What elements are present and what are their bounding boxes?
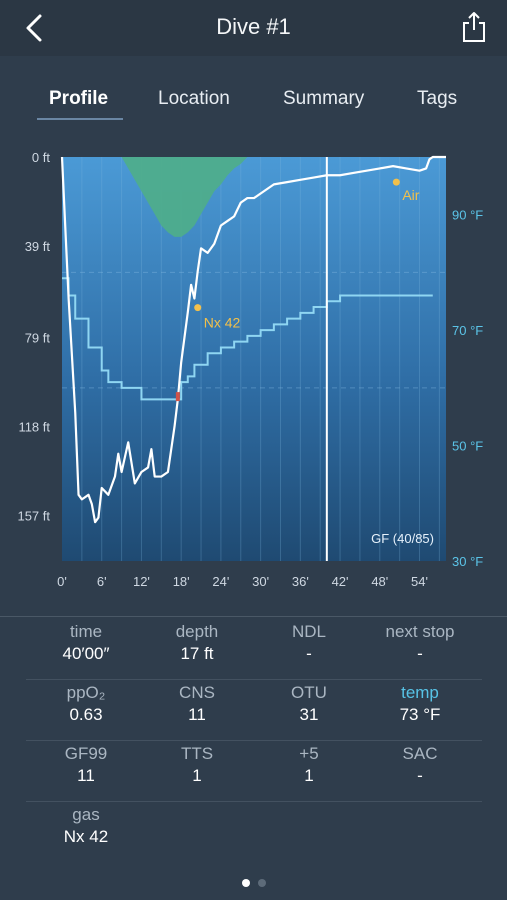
stat-gf99[interactable]: GF99 11 — [31, 744, 141, 786]
stat-next-stop[interactable]: next stop - — [365, 622, 475, 664]
time-tick-label: 18' — [173, 574, 190, 589]
gas-marker-dot — [392, 178, 400, 186]
stat--5[interactable]: +5 1 — [254, 744, 364, 786]
gas-marker-dot — [194, 304, 202, 312]
stat-label: GF99 — [64, 744, 108, 763]
depth-tick-label: 39 ft — [25, 239, 51, 254]
stat-otu[interactable]: OTU 31 — [254, 683, 364, 725]
stats-row: gas Nx 42 — [26, 805, 482, 865]
stat-value: 1 — [304, 766, 314, 785]
depth-tick-label: 118 ft — [18, 419, 50, 434]
stat-value: 17 ft — [180, 644, 214, 663]
stat-label: time — [69, 622, 103, 641]
stat-value: 73 °F — [399, 705, 441, 724]
depth-tick-label: 157 ft — [17, 508, 50, 523]
stat-label: temp — [401, 683, 439, 702]
stats-row: time 40′00″ depth 17 ft NDL - next stop - — [26, 622, 482, 682]
dive-profile-chart[interactable]: Nx 42 Air GF (40/85) 0 ft 39 ft 79 ft 118 ft 15… — [0, 140, 507, 610]
stat-value: 0.63 — [69, 705, 103, 724]
chart-plot-area — [62, 157, 446, 561]
stat-value: 31 — [299, 705, 319, 724]
temp-tick-label: 30 °F — [452, 554, 483, 569]
tab-profile[interactable]: Profile — [49, 88, 109, 109]
temp-tick-label: 90 °F — [452, 208, 483, 223]
stats-row-divider — [26, 740, 482, 741]
stats-row-divider — [26, 679, 482, 680]
tab-tags[interactable]: Tags — [417, 88, 458, 109]
page-title: Dive #1 — [216, 14, 291, 39]
gas-marker-label: Nx 42 — [204, 315, 241, 331]
temp-tick-label: 50 °F — [452, 439, 483, 454]
chevron-left-icon[interactable] — [20, 12, 48, 44]
stat-value: 11 — [77, 766, 95, 785]
stat-temp[interactable]: temp 73 °F — [365, 683, 475, 725]
stat-label: next stop — [385, 622, 455, 641]
tab-location[interactable]: Location — [158, 88, 230, 109]
stat-label: SAC — [402, 744, 438, 763]
stat-ppo-[interactable]: ppO₂ 0.63 — [31, 683, 141, 725]
gas-switch-tick — [175, 392, 180, 402]
stat-label: NDL — [291, 622, 326, 641]
depth-profile-line — [60, 155, 446, 524]
stat-depth[interactable]: depth 17 ft — [142, 622, 252, 664]
stat-value: 11 — [188, 705, 206, 724]
divider — [0, 616, 507, 617]
time-tick-label: 24' — [212, 574, 229, 589]
tab-summary[interactable]: Summary — [283, 88, 365, 109]
stat-value: 1 — [192, 766, 202, 785]
stat-value: Nx 42 — [63, 827, 109, 846]
time-tick-label: 42' — [332, 574, 349, 589]
stat-label: +5 — [299, 744, 319, 763]
stat-label: OTU — [291, 683, 327, 702]
active-tab-indicator — [37, 118, 123, 120]
stat-value: 40′00″ — [62, 644, 110, 663]
tab-bar: Profile Location Summary Tags — [0, 88, 507, 122]
depth-tick-label: 79 ft — [25, 330, 51, 345]
ceiling-area — [121, 157, 248, 237]
gradient-factor-label: GF (40/85) — [371, 531, 434, 546]
time-tick-label: 12' — [133, 574, 150, 589]
time-tick-label: 48' — [371, 574, 388, 589]
gas-marker-label: Air — [402, 187, 419, 203]
top-bar: Dive #1 — [0, 0, 507, 56]
time-tick-label: 0' — [57, 574, 67, 589]
stat-label: TTS — [180, 744, 214, 763]
stat-sac[interactable]: SAC - — [365, 744, 475, 786]
stat-value: - — [306, 644, 312, 663]
time-tick-label: 54' — [411, 574, 428, 589]
stat-tts[interactable]: TTS 1 — [142, 744, 252, 786]
stats-row: GF99 11 TTS 1 +5 1 SAC - — [26, 744, 482, 804]
time-tick-label: 30' — [252, 574, 269, 589]
temp-tick-label: 70 °F — [452, 323, 483, 338]
stats-row: ppO₂ 0.63 CNS 11 OTU 31 temp 73 °F — [26, 683, 482, 743]
page-indicator[interactable] — [0, 874, 507, 892]
page-dot[interactable] — [241, 879, 250, 887]
time-tick-label: 36' — [292, 574, 309, 589]
stat-value: - — [417, 644, 423, 663]
time-tick-label: 6' — [97, 574, 107, 589]
stat-label: depth — [175, 622, 219, 641]
stat-label: CNS — [179, 683, 215, 702]
page-dot[interactable] — [257, 879, 266, 887]
stat-time[interactable]: time 40′00″ — [31, 622, 141, 664]
stat-label: ppO₂ — [66, 683, 106, 702]
stat-ndl[interactable]: NDL - — [254, 622, 364, 664]
stats-row-divider — [26, 801, 482, 802]
share-icon[interactable] — [461, 10, 487, 44]
stat-gas[interactable]: gas Nx 42 — [31, 805, 141, 847]
chart-svg: Nx 42 Air GF (40/85) 0 ft 39 ft 79 ft 118 ft 15… — [17, 150, 483, 589]
depth-tick-label: 0 ft — [32, 150, 50, 165]
stat-cns[interactable]: CNS 11 — [142, 683, 252, 725]
stat-label: gas — [72, 805, 100, 824]
stat-value: - — [417, 766, 423, 785]
